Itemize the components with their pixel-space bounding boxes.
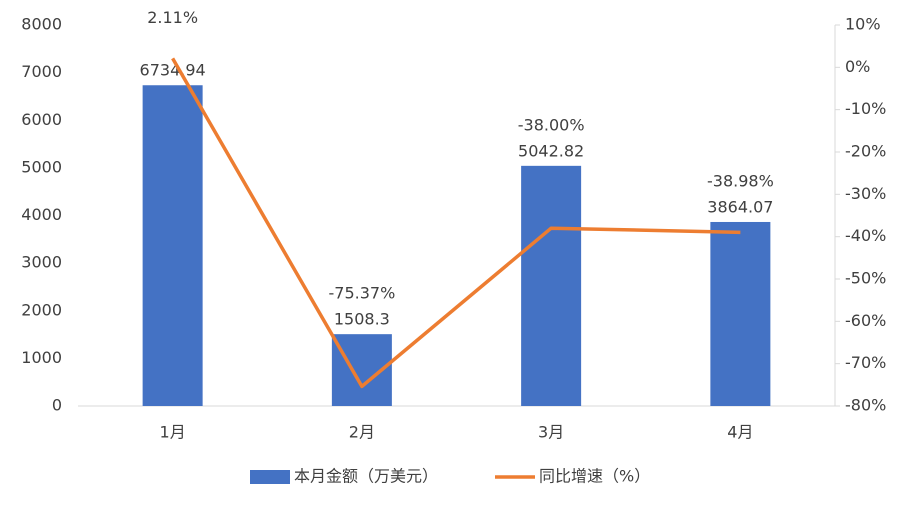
legend-label: 同比增速（%） [539, 467, 650, 486]
y-tick-label: 3000 [21, 253, 62, 272]
y2-tick-label: -80% [845, 396, 886, 415]
line-value-label: -75.37% [328, 284, 395, 303]
x-tick-label: 2月 [349, 423, 375, 442]
bar-value-label: 1508.3 [334, 310, 390, 329]
y-tick-label: 0 [52, 396, 62, 415]
y2-tick-label: -50% [845, 269, 886, 288]
y2-tick-label: 10% [845, 15, 881, 34]
y-tick-label: 4000 [21, 205, 62, 224]
bar [142, 85, 203, 407]
y2-tick-label: -20% [845, 142, 886, 161]
bar [710, 221, 771, 406]
y-tick-label: 8000 [21, 15, 62, 34]
y2-tick-label: -10% [845, 99, 886, 118]
y2-tick-label: 0% [845, 57, 870, 76]
legend-label: 本月金额（万美元） [294, 467, 438, 486]
line-value-label: -38.00% [518, 115, 585, 134]
line-value-label: -38.98% [707, 171, 774, 190]
y2-tick-label: -30% [845, 184, 886, 203]
x-tick-label: 4月 [727, 423, 753, 442]
y2-tick-label: -40% [845, 226, 886, 245]
bar-value-label: 6734.94 [140, 61, 206, 80]
x-tick-label: 1月 [160, 423, 186, 442]
bar-value-label: 3864.07 [707, 197, 773, 216]
line [171, 57, 741, 389]
legend-swatch [250, 470, 290, 484]
y2-tick-label: -70% [845, 353, 886, 372]
y-tick-label: 7000 [21, 62, 62, 81]
y-tick-label: 1000 [21, 348, 62, 367]
x-tick-label: 3月 [538, 423, 564, 442]
y-tick-label: 5000 [21, 157, 62, 176]
line-value-label: 2.11% [147, 8, 198, 27]
bar [521, 165, 582, 406]
y-tick-label: 6000 [21, 110, 62, 129]
y2-tick-label: -60% [845, 311, 886, 330]
y-tick-label: 2000 [21, 300, 62, 319]
bar-value-label: 5042.82 [518, 141, 584, 160]
